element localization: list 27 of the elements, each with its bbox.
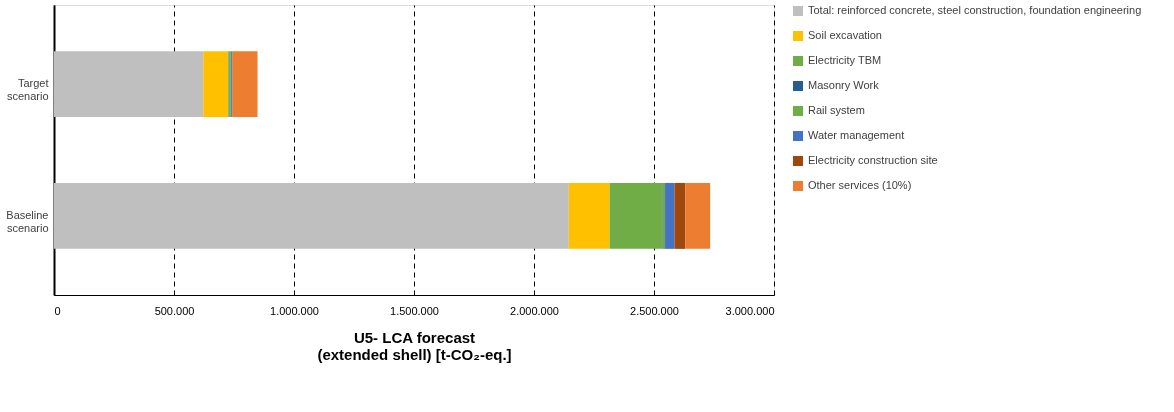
bar	[568, 182, 610, 249]
x-tick-label: 3.000.000	[725, 304, 775, 317]
x-tick-label: 1.000.000	[270, 304, 319, 317]
bar	[54, 51, 204, 118]
legend-label: Electricity construction site	[808, 154, 938, 166]
bar	[232, 51, 258, 118]
legend-label: Electricity TBM	[808, 54, 882, 66]
bar	[203, 51, 229, 118]
x-axis-title: U5- LCA forecast (extended shell) [t-CO₂-eq.]	[317, 328, 512, 363]
legend-label: Other services (10%)	[808, 179, 912, 191]
bar	[609, 182, 662, 249]
bar	[665, 182, 675, 249]
y-tick-label: Baseline scenario	[6, 208, 49, 234]
x-tick-label: 500.000	[154, 304, 195, 317]
x-tick-label: 2.500.000	[630, 304, 679, 317]
legend-label: Masonry Work	[808, 79, 880, 91]
x-tick-label: 1.500.000	[390, 304, 439, 317]
legend-label: Rail system	[808, 104, 865, 116]
y-tick-label: Target scenario	[6, 77, 49, 103]
legend-label: Total: reinforced concrete, steel construction, foundation engineering	[808, 4, 1142, 16]
legend-label: Water management	[808, 129, 905, 141]
bar	[685, 182, 711, 249]
bar	[674, 182, 686, 249]
x-tick-label: 0	[54, 304, 61, 317]
x-tick-label: 2.000.000	[510, 304, 559, 317]
legend-label: Soil excavation	[808, 29, 882, 41]
bar	[54, 182, 569, 249]
